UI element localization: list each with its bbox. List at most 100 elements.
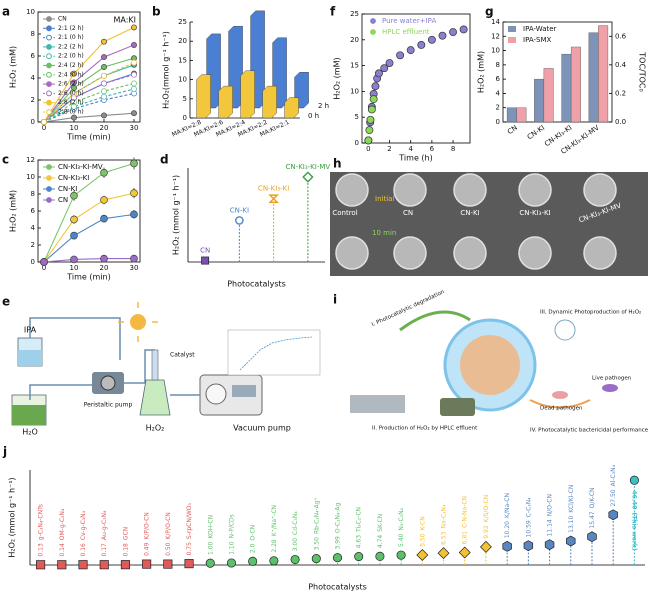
- value-label: 0.14: [58, 543, 65, 557]
- series-line: [43, 44, 135, 123]
- data-label: 0.49 K/P/O-CN: [143, 512, 150, 556]
- data-label: CN: [200, 247, 210, 255]
- category-label: O/K-CN: [588, 487, 595, 508]
- data-point: [130, 189, 138, 197]
- category-label: Cd-C₃N₄: [292, 511, 299, 535]
- y-tick-label: 20: [350, 36, 359, 44]
- label: IPA: [24, 326, 37, 335]
- value-label: 13.10: [567, 516, 574, 533]
- category-label: C-N-Na-CN: [461, 496, 468, 528]
- data-label: 6.53 Na-C₃N₄: [440, 504, 447, 545]
- value-label: 0.18: [122, 543, 129, 557]
- value-label: 0.75: [186, 542, 193, 556]
- value-label: 3.50: [313, 537, 320, 551]
- y-tick-label: 25: [178, 18, 187, 26]
- category-label: K/P/O-CN: [164, 512, 171, 539]
- data-point: [71, 70, 77, 77]
- series-line: [43, 192, 135, 263]
- y-tick-label: 10: [350, 87, 359, 95]
- bar: [516, 107, 527, 123]
- plot-frame: [361, 13, 471, 144]
- legend-label: 2:8 (0 h): [58, 109, 84, 116]
- value-label: 3.00: [292, 538, 299, 552]
- legend-marker: [46, 71, 52, 78]
- y-tick-label: 8: [31, 30, 35, 38]
- setup-diagram: [11, 302, 321, 426]
- data-point: [101, 112, 107, 119]
- data-point: [365, 126, 374, 135]
- category-label: Al-C₃N₄: [610, 464, 617, 486]
- marker: [479, 540, 492, 553]
- x-tick-label: 30: [130, 264, 139, 272]
- category-label: Ti₃C₂-CN: [355, 507, 362, 533]
- data-point: [100, 214, 108, 223]
- data-label: 27.50 Al-C₃N₄: [610, 464, 617, 506]
- series-line: [43, 213, 135, 263]
- legend-marker: [46, 62, 52, 69]
- bar: [570, 46, 581, 123]
- panel-letter: c: [2, 153, 9, 167]
- data-label: 0.18 GCN: [122, 527, 129, 557]
- data-point: [371, 82, 380, 91]
- legend-marker: [46, 16, 52, 22]
- panel-letter: h: [333, 157, 342, 171]
- y-tick-label: 6: [31, 207, 36, 215]
- category-label: K/Na-CN: [504, 493, 511, 518]
- value-label: 10.20: [504, 521, 511, 538]
- y-tick-label: 15: [178, 56, 187, 64]
- data-point: [459, 25, 468, 34]
- y-tick-label: 0: [31, 258, 35, 266]
- y-axis-label: H₂O₂ (mM): [333, 57, 342, 99]
- bar: [598, 25, 609, 123]
- category-label: O-C₃N₄-Ag: [334, 502, 341, 533]
- marker: [78, 560, 88, 570]
- legend-label: CN-KI: [58, 185, 77, 193]
- row-label: Initial: [375, 195, 394, 203]
- y-tick-label: 10: [491, 47, 500, 55]
- data-label: CN-KI: [230, 206, 249, 214]
- series-line: [43, 57, 135, 123]
- marker: [36, 560, 46, 570]
- category-label: Au-g-C₃N₄: [101, 510, 108, 540]
- data-label: 3.50 Rb-C₃N₄-Ag⁺: [313, 497, 320, 550]
- x-tick-label: 0: [42, 264, 46, 272]
- value-label: 0.16: [80, 543, 87, 557]
- legend-label: 2:6 (0 h): [58, 90, 84, 97]
- bar: [561, 53, 572, 123]
- label: H₂O: [22, 428, 38, 437]
- x-tick-label: 0: [366, 145, 370, 153]
- y2-tick-label: 0.4: [615, 61, 627, 69]
- value-label: 10.59: [525, 520, 532, 537]
- category-label: KCl/KI-CN: [567, 485, 574, 513]
- scheme-label: II. Production of H₂O₂ by HPLC effluent: [372, 426, 478, 432]
- y-axis-label: H₂O₂ (mmol g⁻¹ h⁻¹): [8, 477, 17, 557]
- application-scheme: [350, 310, 618, 416]
- legend-marker: [46, 186, 52, 192]
- legend-label: 2:1 (2 h): [58, 25, 84, 32]
- y-tick-label: 8: [31, 190, 35, 198]
- marker: [184, 559, 194, 569]
- y-tick-label: 25: [350, 10, 359, 18]
- y-tick-label: 0: [355, 139, 359, 147]
- value-label: 2.0: [249, 543, 256, 553]
- marker: [120, 560, 130, 570]
- data-point: [385, 59, 394, 67]
- legend-marker: [46, 44, 52, 50]
- legend-label: HPLC effluent: [382, 28, 430, 36]
- label: H₂O₂: [146, 424, 165, 433]
- legend-marker: [46, 34, 52, 41]
- data-label: 3.99 O-C₃N₄-Ag: [334, 502, 341, 549]
- series-line: [43, 74, 135, 123]
- data-label: 15.47 O/K-CN: [588, 487, 595, 528]
- x-tick-label: 30: [130, 124, 139, 132]
- marker: [269, 556, 279, 566]
- marker: [302, 171, 314, 183]
- data-label: 5.40 N₃-C₃N₄: [398, 507, 405, 547]
- marker: [502, 540, 512, 552]
- y-axis-label: H₂O₂ (mM): [9, 190, 18, 232]
- value-label: 0.13: [37, 543, 44, 557]
- y-tick-label: 14: [491, 18, 500, 26]
- series-line: [43, 92, 135, 123]
- value-label: 0.17: [101, 543, 108, 557]
